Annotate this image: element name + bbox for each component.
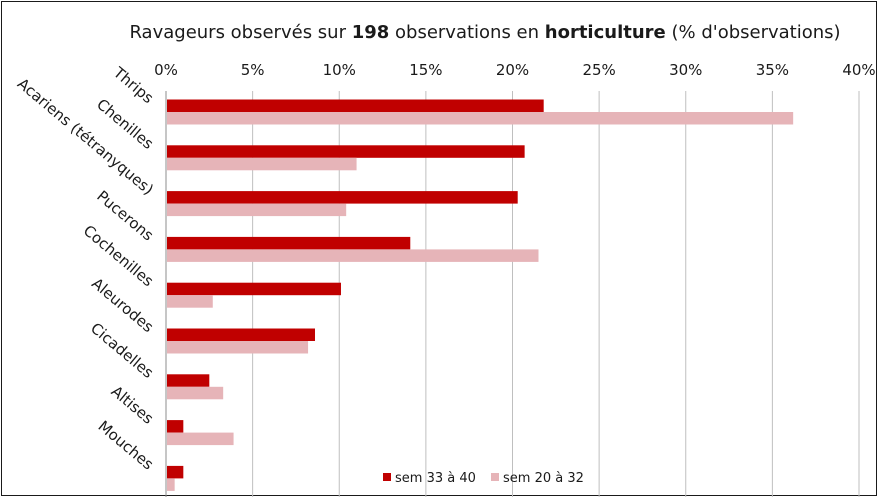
x-tick-label: 15% [409, 61, 442, 79]
bar-sem-33-40 [167, 191, 518, 204]
bar-sem-20-32 [167, 386, 224, 400]
bar-sem-20-32 [167, 157, 357, 171]
bar-sem-33-40 [167, 374, 210, 387]
x-tick-label: 20% [496, 61, 529, 79]
category-label: Altises [108, 382, 158, 428]
bar-sem-33-40 [167, 420, 184, 433]
category-label: Thrips [109, 63, 157, 107]
bar-sem-20-32 [167, 432, 234, 446]
bar-sem-20-32 [167, 341, 309, 354]
bar-sem-33-40 [167, 282, 341, 296]
x-tick-label: 5% [241, 61, 265, 79]
bar-sem-33-40 [167, 465, 184, 479]
legend-label: sem 20 à 32 [503, 471, 584, 486]
x-tick-label: 40% [842, 61, 875, 79]
chart-title-part: (% d'observations) [666, 22, 841, 43]
legend-swatch [491, 473, 499, 481]
bar-sem-33-40 [167, 145, 525, 158]
x-tick-label: 25% [582, 61, 615, 79]
bar-sem-33-40 [167, 236, 411, 250]
chart-title-part: horticulture [545, 22, 666, 43]
bar-sem-20-32 [167, 112, 794, 125]
chart-title: Ravageurs observés sur 198 observations … [129, 22, 840, 43]
bars [167, 99, 794, 491]
legend: sem 33 à 40 sem 20 à 32 [383, 471, 584, 486]
bar-sem-20-32 [167, 249, 539, 262]
bar-sem-20-32 [167, 203, 347, 217]
x-tick-label: 0% [154, 61, 178, 79]
legend-swatch [383, 473, 391, 481]
x-tick-label: 35% [756, 61, 789, 79]
bar-sem-20-32 [167, 478, 175, 491]
legend-label: sem 33 à 40 [395, 471, 476, 486]
bar-sem-33-40 [167, 99, 544, 112]
bar-sem-33-40 [167, 328, 315, 341]
chart-title-part: Ravageurs observés sur [129, 22, 351, 43]
x-tick-label: 30% [669, 61, 702, 79]
chart-title-part: observations en [389, 22, 544, 43]
bar-sem-20-32 [167, 295, 213, 308]
chart-title-part: 198 [352, 22, 390, 43]
x-axis-ticks: 0% 5% 10% 15% 20% 25% 30% 35% 40% [154, 61, 876, 79]
category-label: Mouches [95, 417, 158, 474]
x-tick-label: 10% [323, 61, 356, 79]
